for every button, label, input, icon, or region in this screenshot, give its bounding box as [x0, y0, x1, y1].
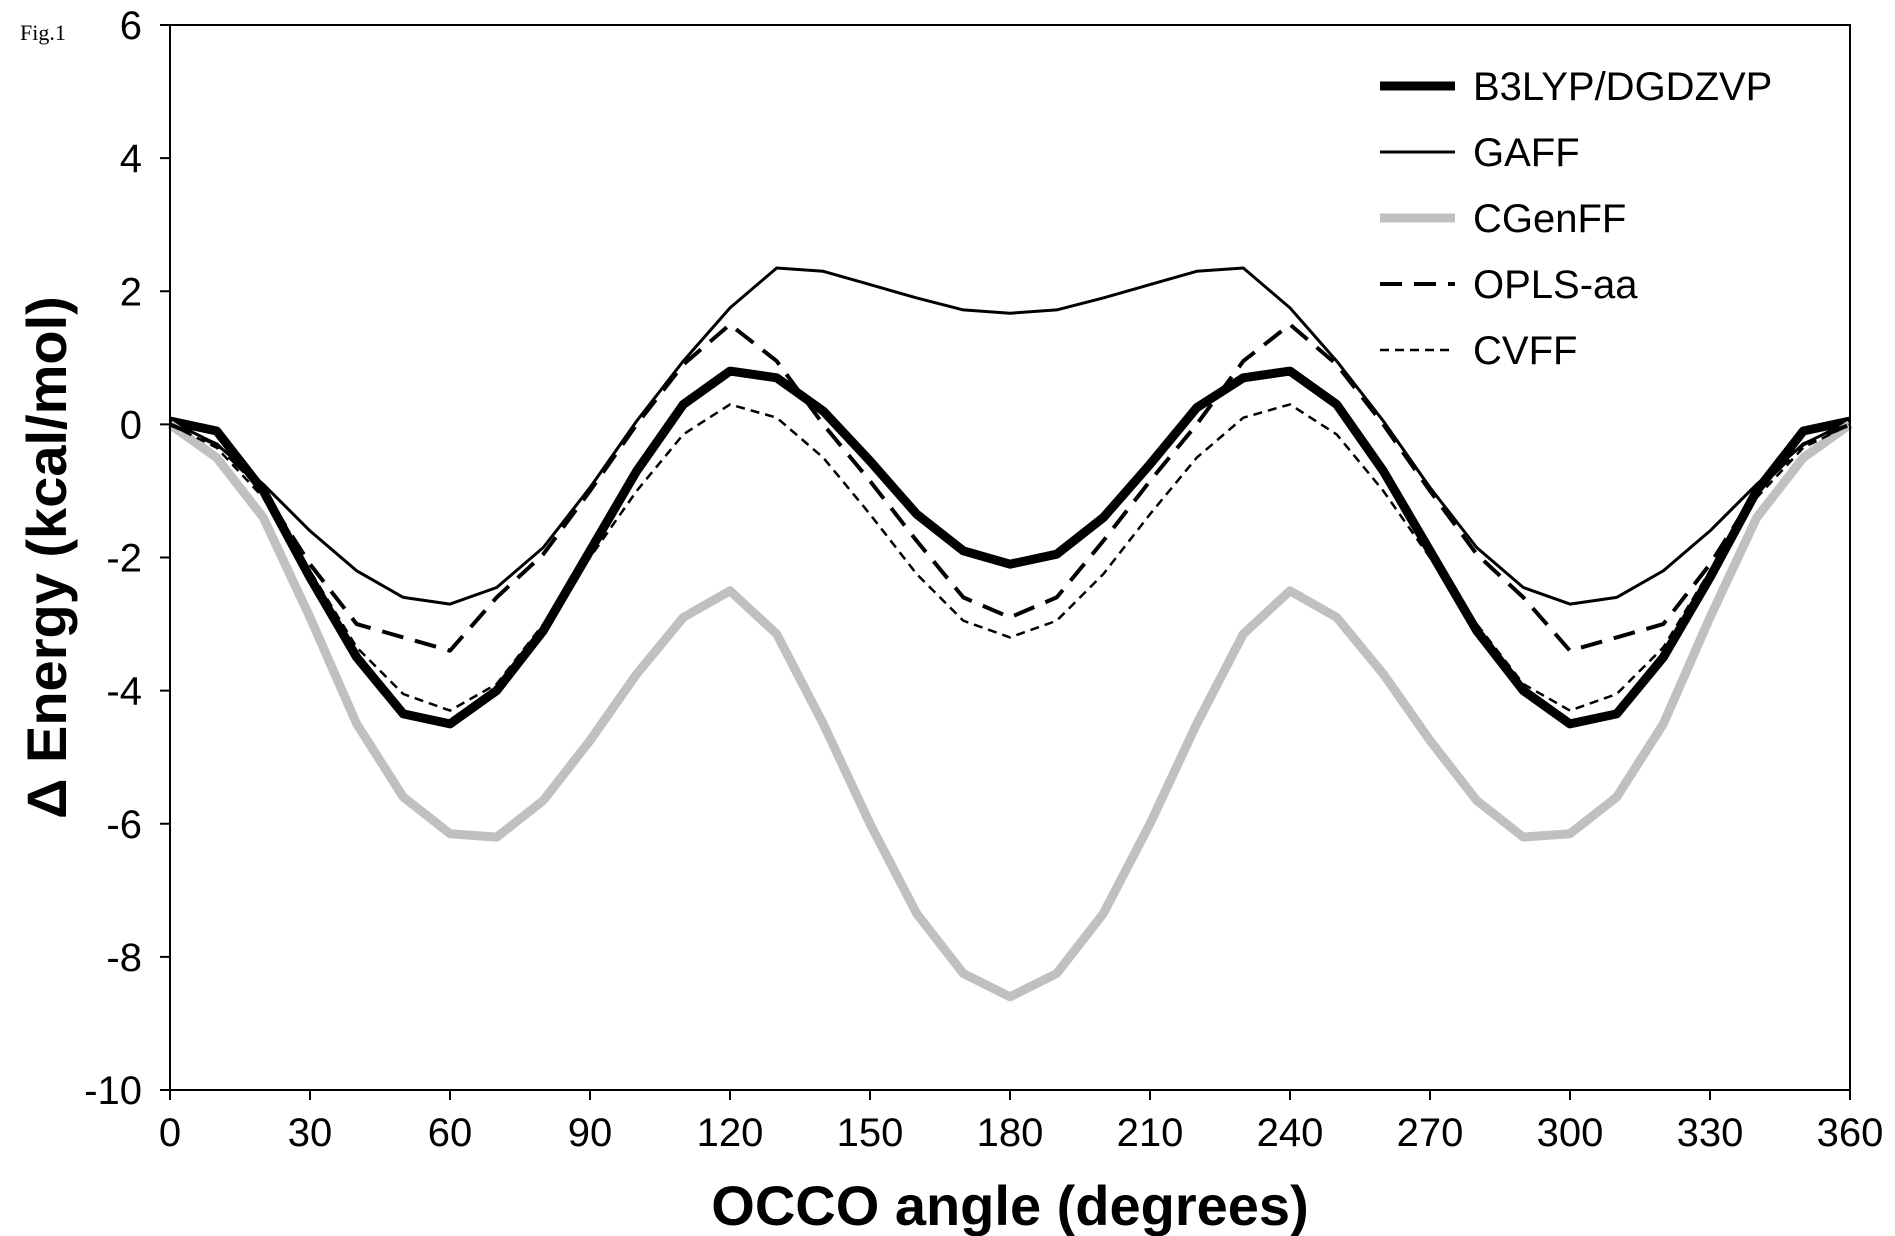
y-axis: -10 -8 -6 -4 -2 0 2 4 6 [84, 4, 170, 1113]
x-tick-label: 30 [288, 1111, 333, 1155]
x-tick-label: 360 [1817, 1111, 1884, 1155]
x-tick-label: 120 [697, 1111, 764, 1155]
legend-label-cgenff: CGenFF [1473, 197, 1626, 241]
y-tick-label: 0 [120, 403, 142, 447]
x-axis: 0 30 60 90 120 150 180 210 240 270 300 330 360 [159, 1090, 1884, 1155]
legend-label-gaff: GAFF [1473, 131, 1580, 175]
plot-series-group [167, 266, 1853, 1002]
x-tick-label: 180 [977, 1111, 1044, 1155]
series-line-cvff [169, 403, 1851, 712]
x-tick-label: 150 [837, 1111, 904, 1155]
y-tick-label: -6 [106, 803, 142, 847]
x-tick-label: 60 [428, 1111, 473, 1155]
y-tick-label: -2 [106, 537, 142, 581]
y-tick-label: -10 [84, 1069, 142, 1113]
legend-label-opls-aa: OPLS-aa [1473, 263, 1638, 307]
legend-label-b3lyp-dgdzvp: B3LYP/DGDZVP [1473, 65, 1772, 109]
plot-area-frame [169, 24, 1851, 1091]
legend-label-cvff: CVFF [1473, 329, 1577, 373]
series-line-opls-aa [169, 322, 1851, 653]
figure-label: Fig.1 [20, 20, 66, 45]
series-line-cgenff [167, 420, 1853, 1002]
series-line-gaff [169, 266, 1851, 606]
x-tick-label: 210 [1117, 1111, 1184, 1155]
chart-legend: B3LYP/DGDZVP GAFF CGenFF OPLS-aa CVFF [1380, 65, 1772, 373]
y-tick-label: -8 [106, 936, 142, 980]
x-tick-label: 240 [1257, 1111, 1324, 1155]
x-axis-title: OCCO angle (degrees) [711, 1174, 1308, 1236]
series-line-b3lyp-dgdzvp [169, 366, 1851, 729]
x-tick-label: 300 [1537, 1111, 1604, 1155]
x-tick-label: 0 [159, 1111, 181, 1155]
y-tick-label: 2 [120, 270, 142, 314]
y-axis-title: Δ Energy (kcal/mol) [15, 296, 78, 819]
y-tick-label: 4 [120, 137, 142, 181]
x-tick-label: 330 [1677, 1111, 1744, 1155]
x-tick-label: 270 [1397, 1111, 1464, 1155]
y-tick-label: 6 [120, 4, 142, 48]
y-tick-label: -4 [106, 670, 142, 714]
x-tick-label: 90 [568, 1111, 613, 1155]
